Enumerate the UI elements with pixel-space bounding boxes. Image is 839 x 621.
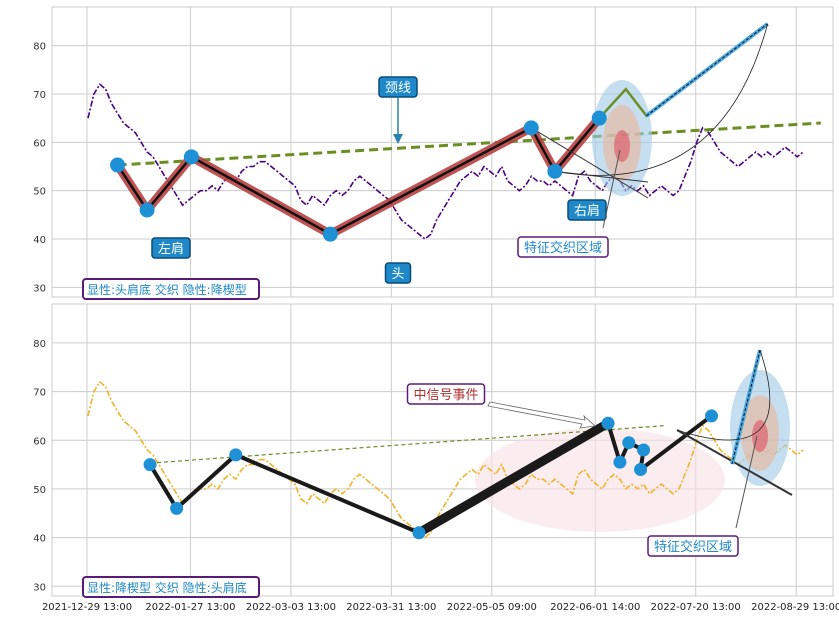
wedge-line: [530, 127, 649, 199]
pattern-segment: [148, 462, 179, 511]
pattern-segment: [233, 452, 421, 535]
feature-zone-label-box: [517, 236, 609, 258]
y-tick-label: 70: [33, 90, 46, 101]
neckline-arrowhead: [393, 134, 403, 144]
x-tick-label: 2022-05-05 09:00: [447, 602, 537, 613]
pattern-point-marker: [622, 436, 636, 450]
pattern-point-marker: [613, 455, 627, 469]
projection-arc: [554, 23, 769, 176]
wedge-line: [554, 170, 649, 183]
y-tick-label: 30: [33, 283, 46, 294]
target-zone-inner: [614, 130, 630, 162]
pattern-point-marker: [322, 226, 338, 242]
pattern-point-marker: [634, 462, 648, 476]
x-tick-label: 2021-12-29 13:00: [42, 602, 132, 613]
legend-box: [82, 576, 260, 598]
feature-zone-label: 特征交织区域: [524, 240, 602, 256]
x-tick-label: 2022-03-31 13:00: [346, 602, 436, 613]
target-zone-inner: [752, 420, 768, 452]
y-tick-label: 70: [33, 388, 46, 399]
feature-zone-label-box: [647, 535, 739, 557]
pattern-point-marker: [229, 448, 243, 462]
pattern-segment: [174, 452, 238, 511]
x-tick-label: 2022-07-20 13:00: [651, 602, 741, 613]
price-series-line: [87, 83, 804, 241]
y-tick-label: 80: [33, 42, 46, 53]
pattern-segment: [606, 421, 622, 465]
mid-signal-label-box: [406, 383, 486, 405]
feature-zone-pointer: [602, 149, 621, 229]
pattern-point-marker: [143, 458, 157, 472]
mid-signal-arrow: [487, 401, 596, 429]
head-label-box: [384, 262, 412, 284]
pattern-point-marker: [523, 120, 539, 136]
legend-text: 显性:降楔型 交织 隐性:头肩底: [87, 580, 247, 595]
feature-zone-pointer: [735, 435, 758, 529]
pattern-point-marker: [637, 443, 651, 457]
y-tick-label: 60: [33, 436, 46, 447]
mid-signal-label: 中信号事件: [413, 388, 478, 403]
pattern-segment: [638, 413, 714, 472]
left-shoulder-label: 左肩: [158, 241, 184, 257]
head-label: 头: [391, 267, 404, 282]
projection-arc: [676, 349, 771, 441]
pattern-point-marker: [547, 163, 563, 179]
neckline-label: 颈线: [385, 81, 411, 96]
pattern-point-marker: [110, 157, 126, 173]
y-tick-label: 40: [33, 534, 46, 545]
y-tick-label: 50: [33, 485, 46, 496]
pattern-point-marker: [183, 149, 199, 165]
y-tick-label: 80: [33, 339, 46, 350]
x-tick-label: 2022-08-29 13:00: [751, 602, 839, 613]
legend-box: [82, 278, 260, 300]
feature-zone-label: 特征交织区域: [654, 539, 732, 555]
y-tick-label: 40: [33, 235, 46, 246]
right-shoulder-label-box: [567, 199, 607, 221]
wedge-line: [676, 429, 793, 496]
y-tick-label: 50: [33, 187, 46, 198]
pattern-point-marker: [139, 202, 155, 218]
x-tick-label: 2022-01-27 13:00: [145, 602, 235, 613]
pattern-point-marker: [170, 501, 184, 515]
y-tick-label: 60: [33, 138, 46, 149]
projection-target-dash: [731, 349, 761, 465]
pattern-point-marker: [412, 526, 426, 540]
projection-target-dash: [646, 23, 768, 117]
pattern-point-marker: [705, 409, 719, 423]
y-tick-label: 30: [33, 582, 46, 593]
x-axis: 2021-12-29 13:00 2022-01-27 13:00 2022-03-…: [42, 602, 839, 613]
pattern-point-marker: [591, 110, 607, 126]
neckline: [117, 121, 821, 167]
right-shoulder-label: 右肩: [574, 203, 600, 219]
price-series-line: [87, 380, 804, 539]
x-tick-label: 2022-03-03 13:00: [246, 602, 336, 613]
neckline-label-box: [378, 76, 418, 98]
x-tick-label: 2022-06-01 14:00: [550, 602, 640, 613]
pattern-point-marker: [601, 416, 615, 430]
legend-text: 显性:头肩底 交织 隐性:降楔型: [87, 282, 247, 297]
left-shoulder-label-box: [151, 237, 191, 259]
pattern-segment: [414, 418, 613, 538]
